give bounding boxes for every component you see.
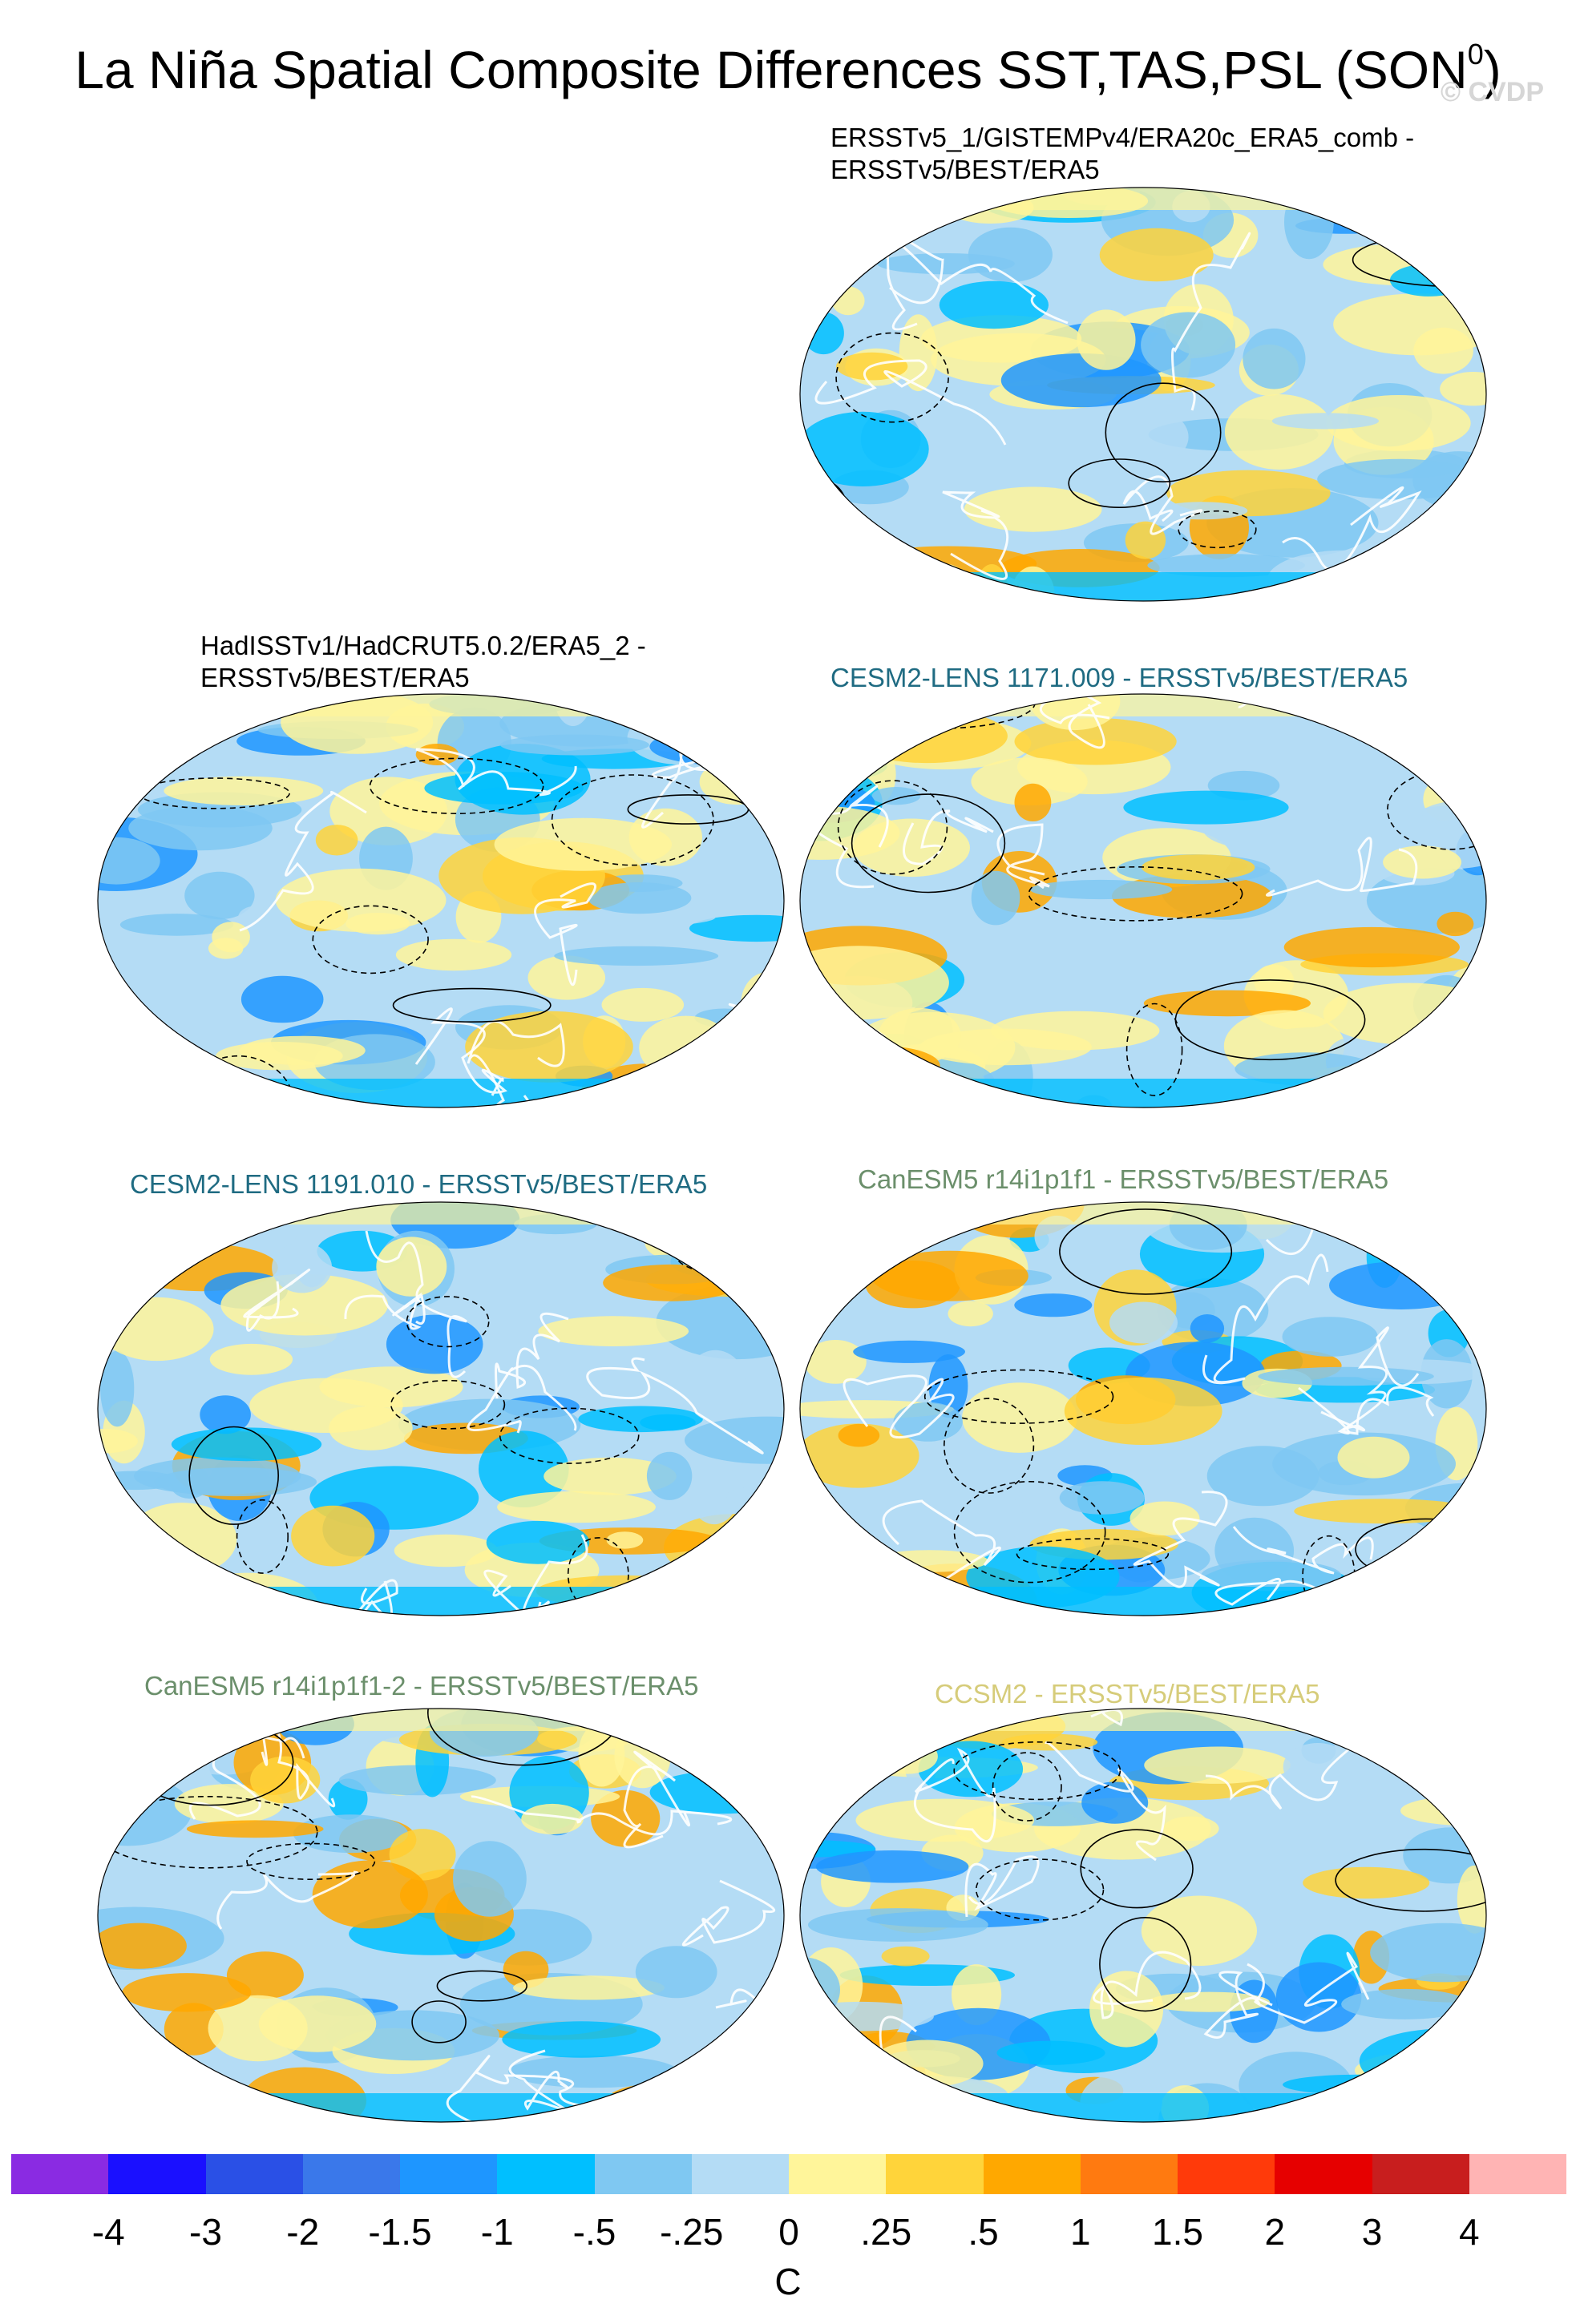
colorbar-tick-label: .25 (860, 2211, 912, 2253)
figure-title-text: La Niña Spatial Composite Differences SS… (75, 40, 1468, 99)
colorbar-swatch (302, 2154, 400, 2194)
colorbar-swatch (789, 2154, 887, 2194)
colorbar-tick-label: -1.5 (368, 2211, 432, 2253)
map-panel-5 (799, 1201, 1487, 1616)
colorbar (11, 2154, 1566, 2194)
colorbar-tick-label: -3 (189, 2211, 222, 2253)
map-panel-6 (97, 1708, 785, 2123)
map-panel-3 (799, 693, 1487, 1108)
colorbar-swatch (205, 2154, 303, 2194)
panel-label-7: CCSM2 - ERSSTv5/BEST/ERA5 (935, 1679, 1320, 1709)
colorbar-swatch (594, 2154, 692, 2194)
map-panel-2 (97, 693, 785, 1108)
colorbar-tick-label: 2 (1264, 2211, 1286, 2253)
panel-label-1: ERSSTv5_1/GISTEMPv4/ERA20c_ERA5_comb - E… (830, 123, 1415, 184)
panel-label-6: CanESM5 r14i1p1f1-2 - ERSSTv5/BEST/ERA5 (144, 1671, 699, 1701)
panel-label-5: CanESM5 r14i1p1f1 - ERSSTv5/BEST/ERA5 (858, 1164, 1389, 1194)
colorbar-tick-label: 4 (1458, 2211, 1480, 2253)
colorbar-tick-label: -2 (286, 2211, 320, 2253)
panel-label-4: CESM2-LENS 1191.010 - ERSSTv5/BEST/ERA5 (130, 1169, 708, 1199)
map-panel-1 (799, 187, 1487, 602)
cvdp-watermark: © CVDP (1441, 77, 1544, 107)
colorbar-tick-label: -.25 (660, 2211, 724, 2253)
colorbar-swatch (1469, 2154, 1566, 2194)
colorbar-swatch (886, 2154, 984, 2194)
colorbar-labels: -4 -3 -2 -1.5 -1 -.5 -.25 0 .25 .5 1 1.5 2 3 4 (0, 2210, 1576, 2258)
map-panel-4 (97, 1201, 785, 1616)
colorbar-unit-label: C (774, 2261, 802, 2302)
colorbar-swatch (1275, 2154, 1372, 2194)
colorbar-swatch (497, 2154, 595, 2194)
colorbar-swatch (691, 2154, 789, 2194)
colorbar-tick-label: -1 (480, 2211, 514, 2253)
colorbar-swatch (108, 2154, 206, 2194)
figure-title-close: ) (1483, 40, 1501, 99)
colorbar-swatch (1372, 2154, 1469, 2194)
colorbar-tick-label: 3 (1361, 2211, 1383, 2253)
colorbar-swatch (11, 2154, 109, 2194)
figure-title: La Niña Spatial Composite Differences SS… (0, 22, 1576, 102)
map-panel-7 (799, 1708, 1487, 2123)
figure-title-superscript: 0 (1467, 38, 1484, 71)
colorbar-tick-label: 1.5 (1152, 2211, 1203, 2253)
colorbar-swatch (983, 2154, 1081, 2194)
colorbar-swatch (400, 2154, 498, 2194)
colorbar-tick-label: -4 (91, 2211, 125, 2253)
panel-label-3: CESM2-LENS 1171.009 - ERSSTv5/BEST/ERA5 (830, 663, 1408, 692)
panel-label-2: HadISSTv1/HadCRUT5.0.2/ERA5_2 - ERSSTv5/… (200, 631, 646, 692)
colorbar-swatch (1080, 2154, 1178, 2194)
colorbar-tick-label: -.5 (572, 2211, 616, 2253)
colorbar-tick-label: 0 (778, 2211, 799, 2253)
colorbar-tick-label: 1 (1069, 2211, 1091, 2253)
colorbar-swatch (1178, 2154, 1275, 2194)
colorbar-tick-label: .5 (968, 2211, 999, 2253)
